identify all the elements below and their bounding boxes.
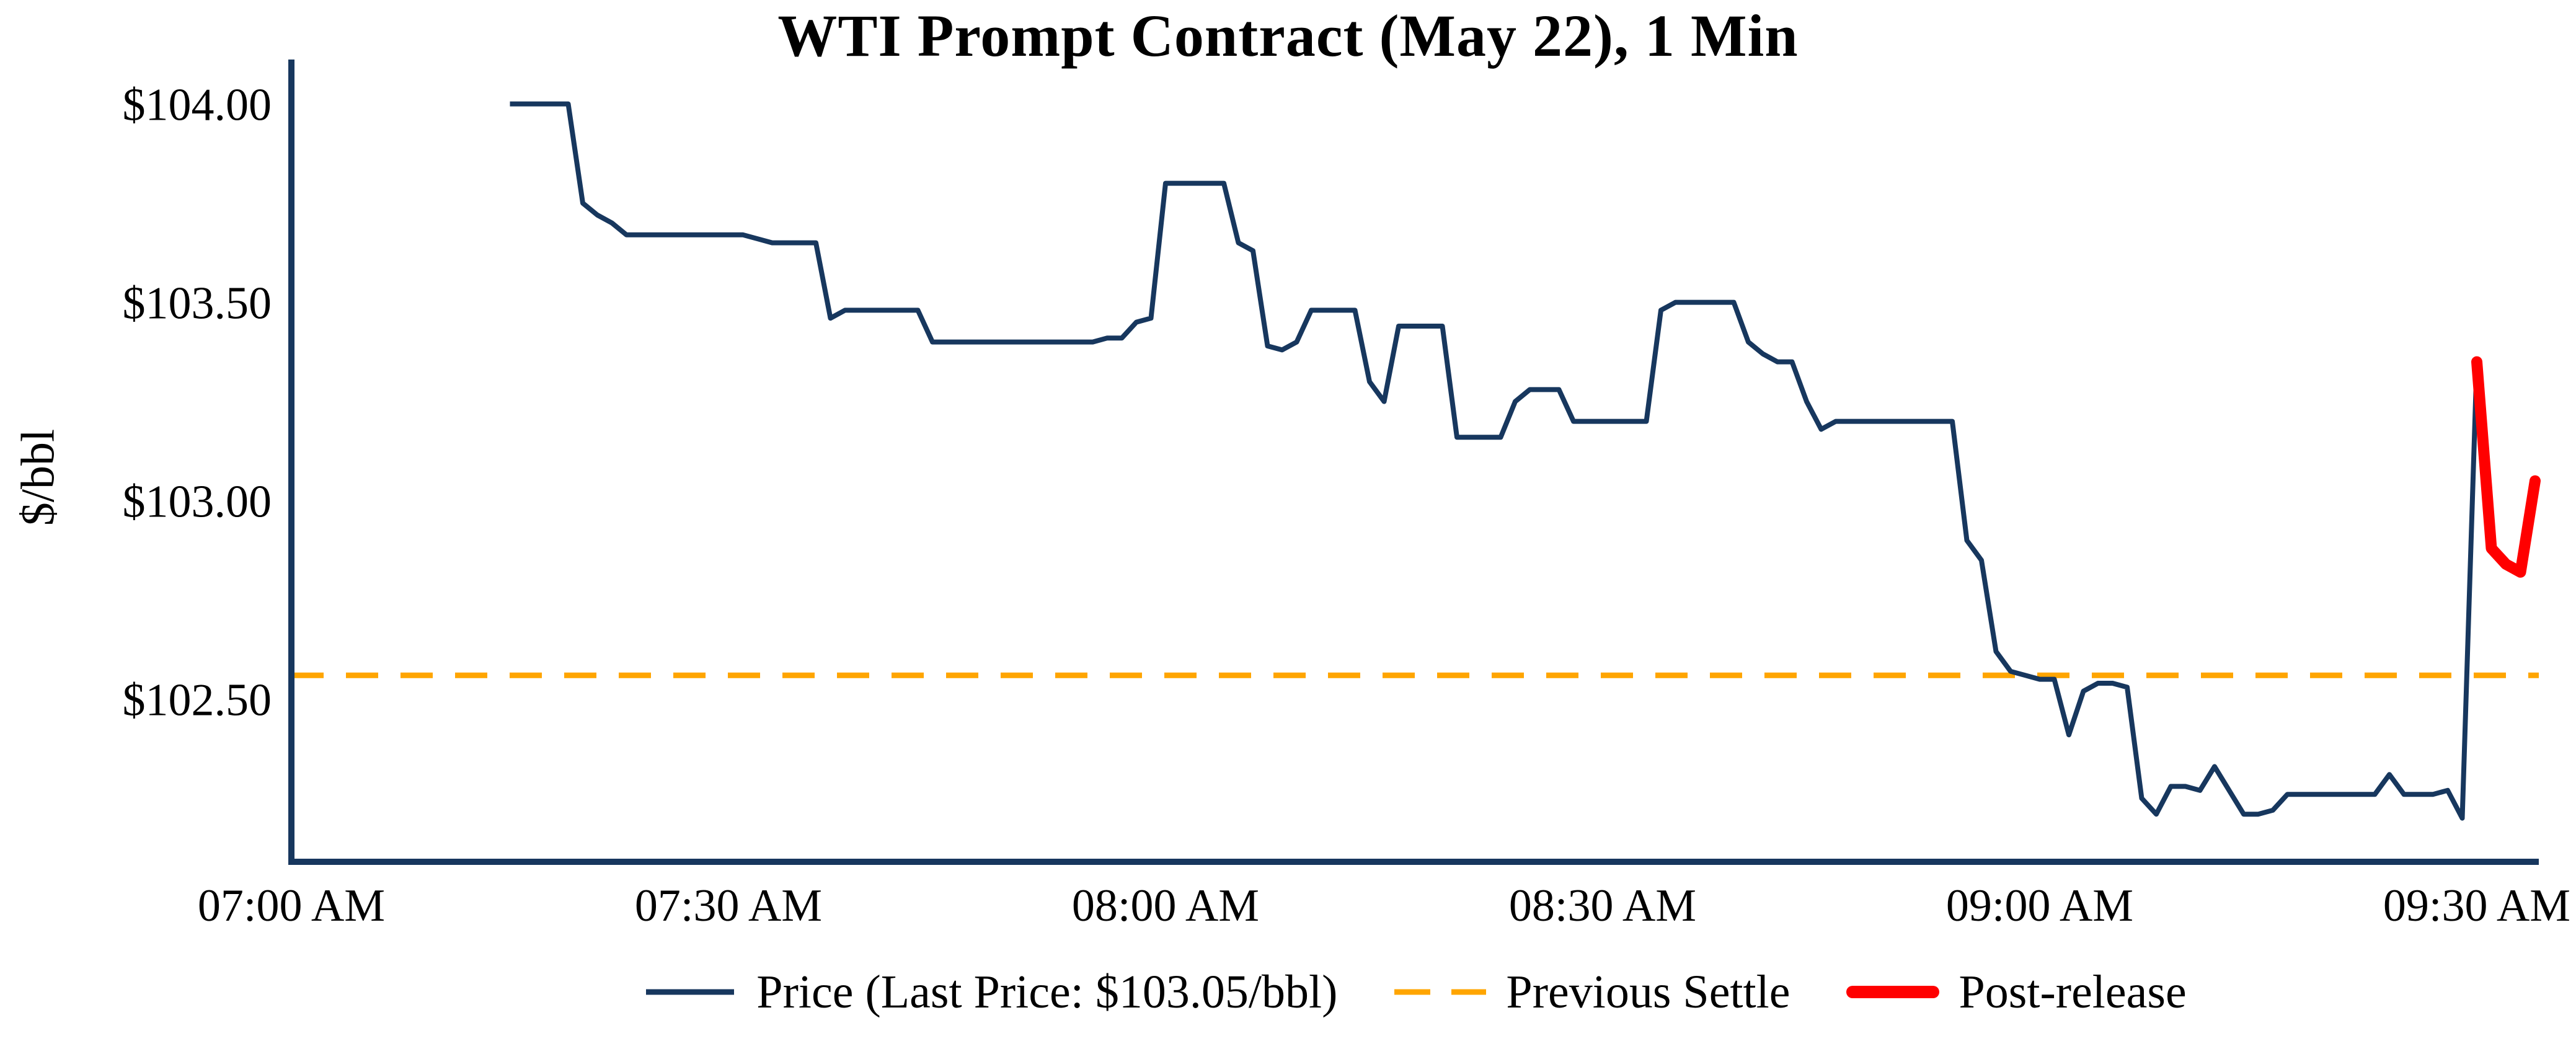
y-tick-label: $103.50: [123, 278, 272, 329]
legend-item-price: Price (Last Price: $103.05/bbl): [644, 965, 1337, 1019]
x-tick-label: 07:30 AM: [635, 880, 822, 931]
legend-label-previous-settle: Previous Settle: [1506, 965, 1790, 1018]
post-release-line: [2471, 356, 2541, 578]
x-tick-label: 08:30 AM: [1509, 880, 1696, 931]
legend-label-price: Price (Last Price: $103.05/bbl): [756, 965, 1338, 1018]
x-tick-label: 09:00 AM: [1946, 880, 2133, 931]
x-tick-label: 08:00 AM: [1072, 880, 1259, 931]
chart-title: WTI Prompt Contract (May 22), 1 Min: [777, 2, 1799, 69]
y-tick-label: $104.00: [123, 80, 272, 131]
legend-item-post-release: Post-release: [1846, 965, 2187, 1019]
legend-label-post-release: Post-release: [1959, 965, 2187, 1018]
thick-line-icon: [1846, 986, 1939, 998]
x-tick-label: 07:00 AM: [198, 880, 385, 931]
legend: Price (Last Price: $103.05/bbl) Previous…: [291, 955, 2539, 1029]
price-line: [510, 101, 2479, 821]
price-line-icon: [646, 989, 735, 995]
dashed-line-icon: [1394, 989, 1487, 995]
x-tick-label: 09:30 AM: [2383, 880, 2570, 931]
y-tick-label: $102.50: [123, 675, 272, 726]
legend-item-previous-settle: Previous Settle: [1393, 965, 1790, 1019]
y-tick-label: $103.00: [123, 477, 272, 528]
